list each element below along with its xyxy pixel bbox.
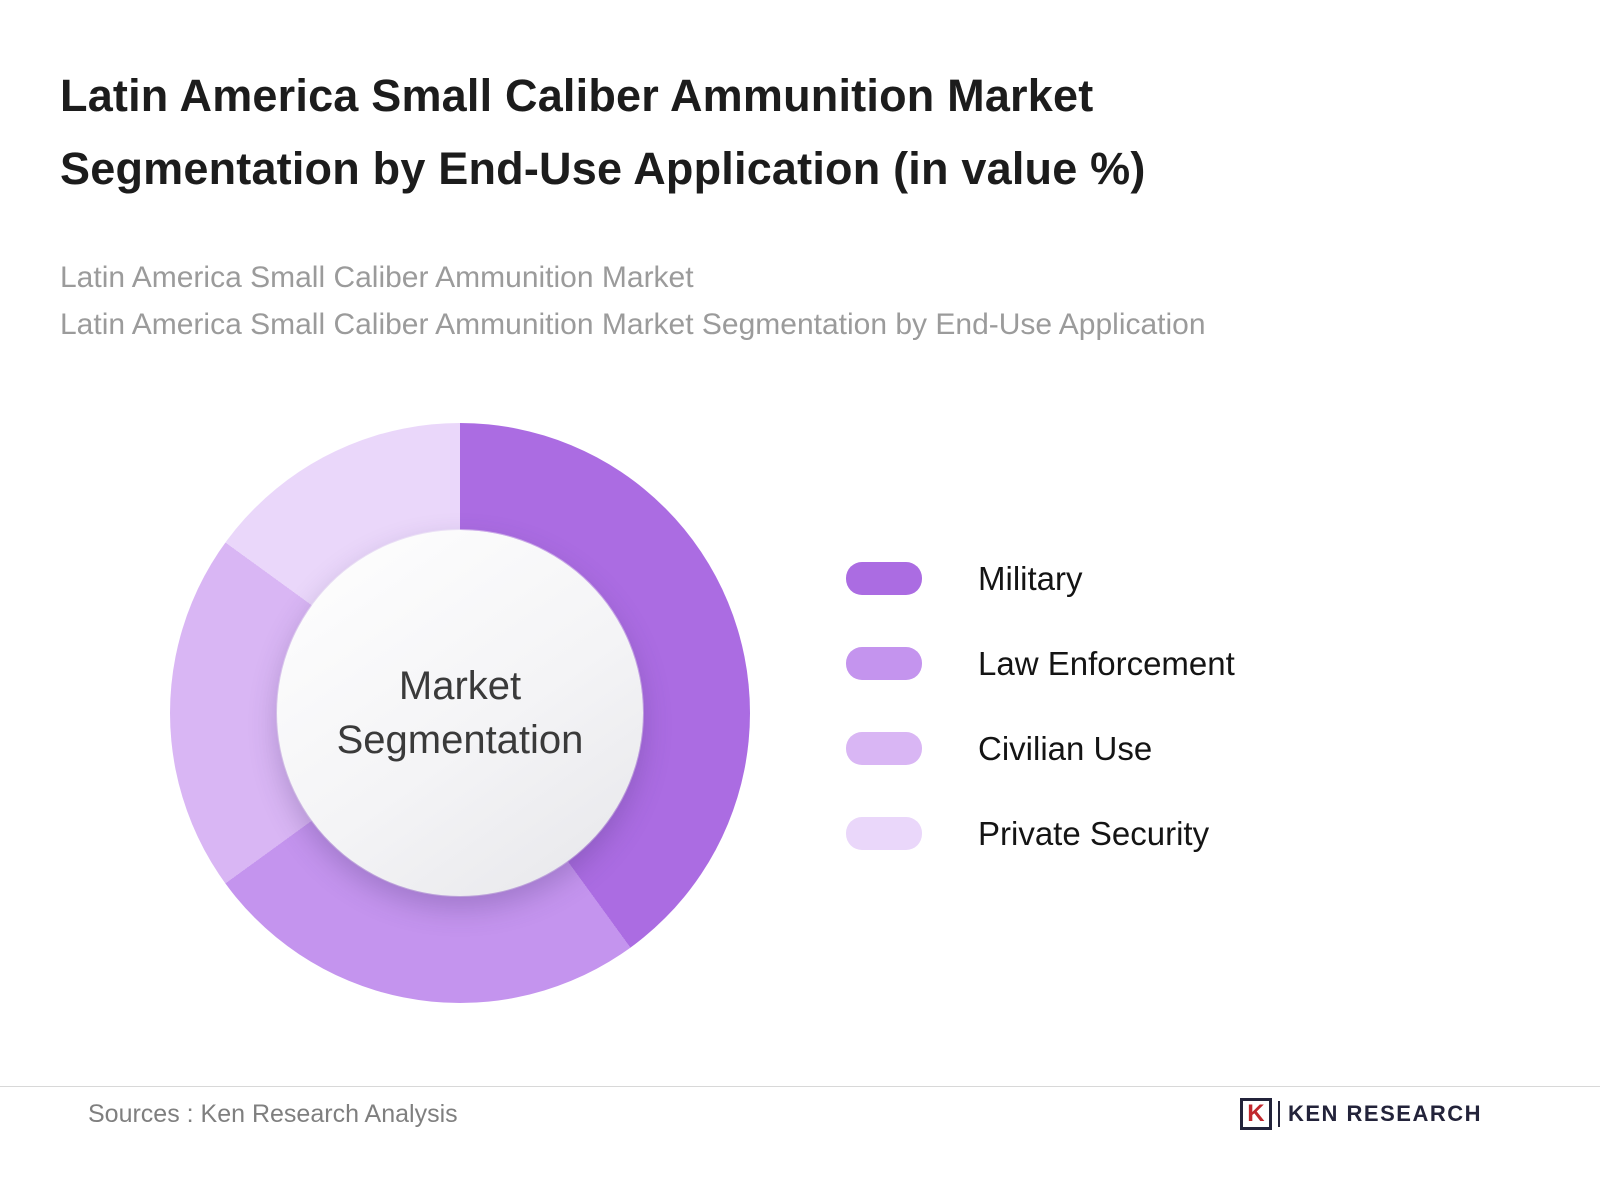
source-note: Sources : Ken Research Analysis xyxy=(88,1100,458,1128)
legend-label-civilian-use: Civilian Use xyxy=(978,729,1153,767)
legend-swatch-private-security xyxy=(846,817,922,850)
page-title: Latin America Small Caliber Ammunition M… xyxy=(60,70,1146,194)
legend-swatch-military xyxy=(846,562,922,595)
legend-label-law-enforcement: Law Enforcement xyxy=(978,644,1235,682)
subtitle-line-1: Latin America Small Caliber Ammunition M… xyxy=(60,261,694,294)
legend: Military Law Enforcement Civilian Use Pr… xyxy=(846,559,1235,902)
legend-item-civilian-use: Civilian Use xyxy=(846,729,1235,767)
donut-center-label: Market Segmentation xyxy=(336,664,584,762)
ken-research-logo-divider xyxy=(1277,1101,1280,1127)
legend-label-private-security: Private Security xyxy=(978,814,1210,852)
subtitle-line-2: Latin America Small Caliber Ammunition M… xyxy=(60,308,1206,342)
legend-item-private-security: Private Security xyxy=(846,814,1235,852)
ken-research-logo-icon: K xyxy=(1239,1098,1272,1130)
subtitle: Latin America Small Caliber Ammunition M… xyxy=(60,254,1560,349)
legend-swatch-civilian-use xyxy=(846,732,922,765)
ken-research-logo-text: KEN RESEARCH xyxy=(1287,1101,1482,1126)
legend-item-military: Military xyxy=(846,559,1235,597)
donut-center: Market Segmentation xyxy=(277,530,643,896)
donut-chart: Market Segmentation xyxy=(170,423,750,1003)
legend-label-military: Military xyxy=(978,559,1083,597)
legend-swatch-law-enforcement xyxy=(846,647,922,680)
footer-divider xyxy=(0,1086,1600,1087)
legend-item-law-enforcement: Law Enforcement xyxy=(846,644,1235,682)
ken-research-logo: K KEN RESEARCH xyxy=(1239,1098,1482,1130)
